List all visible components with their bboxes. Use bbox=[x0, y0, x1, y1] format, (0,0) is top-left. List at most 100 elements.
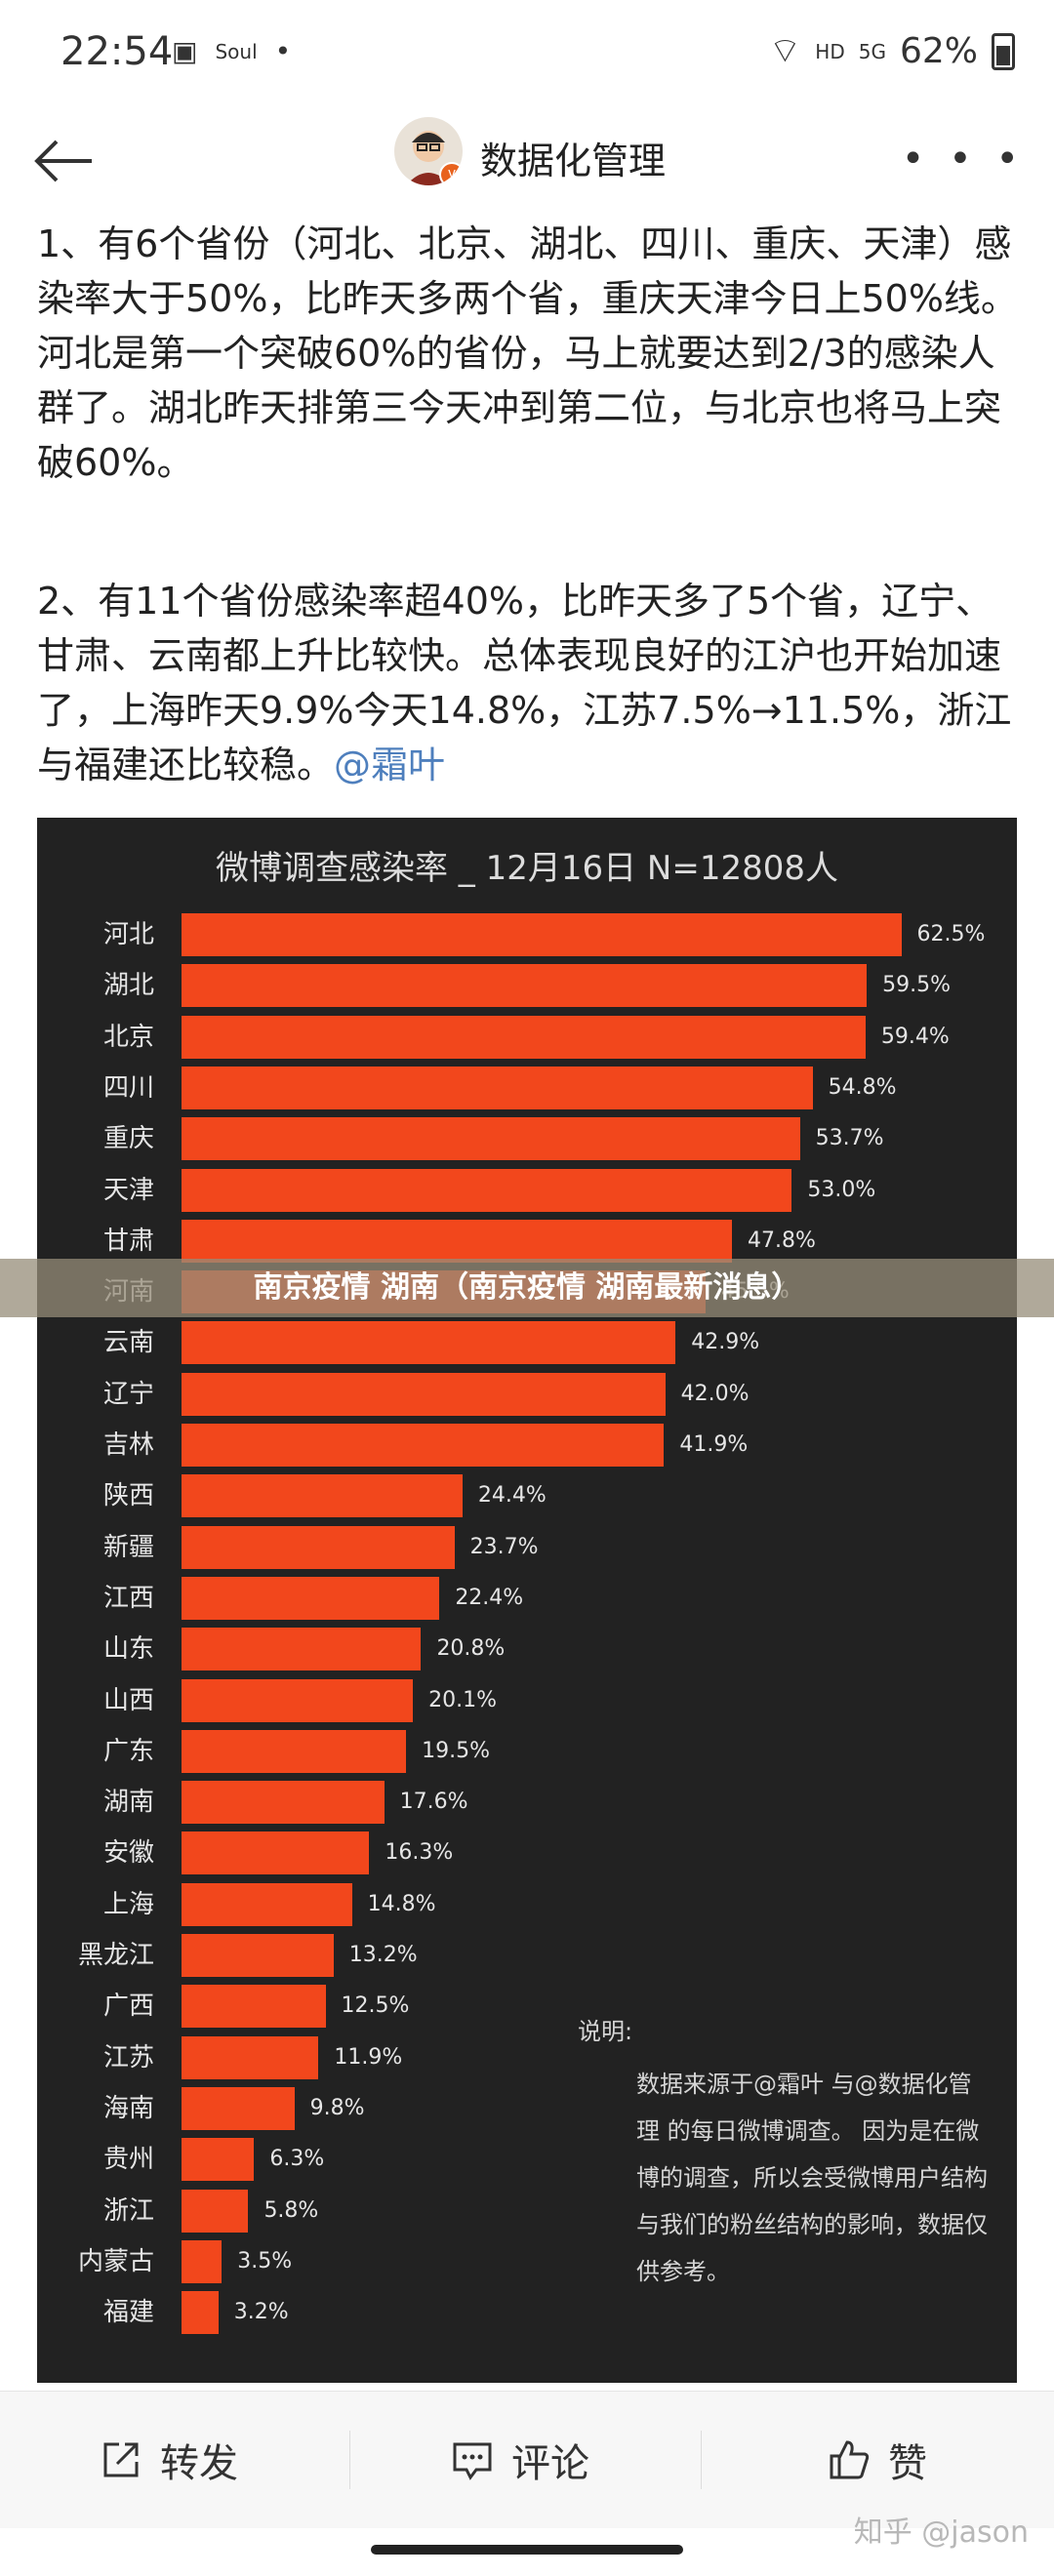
chart-row: 内蒙古 3.5% bbox=[37, 2236, 1017, 2287]
chart-value-label: 23.7% bbox=[469, 1534, 539, 1559]
share-button[interactable]: 转发 bbox=[98, 2392, 238, 2528]
chart-bar bbox=[182, 1934, 334, 1977]
chart-value-label: 62.5% bbox=[916, 922, 986, 946]
chart-value-label: 59.4% bbox=[880, 1024, 950, 1049]
mention-link[interactable]: @霜叶 bbox=[334, 744, 446, 786]
chart-bar bbox=[182, 913, 902, 956]
chart-value-label: 3.2% bbox=[233, 2300, 289, 2325]
chart-row: 辽宁 42.0% bbox=[37, 1369, 1017, 1420]
chart-bar bbox=[182, 1424, 665, 1467]
chart-row: 北京 59.4% bbox=[37, 1012, 1017, 1063]
chart-value-label: 54.8% bbox=[828, 1074, 897, 1100]
thumbs-up-icon bbox=[830, 2440, 870, 2479]
chart-bar bbox=[182, 1985, 326, 2029]
chart-category-label: 内蒙古 bbox=[77, 2246, 154, 2276]
page-title[interactable]: 数据化管理 bbox=[480, 140, 667, 182]
banner-text: 南京疫情 湖南（南京疫情 湖南最新消息） bbox=[253, 1270, 801, 1305]
gallery-icon: ▣ bbox=[172, 35, 198, 67]
chart-category-label: 福建 bbox=[102, 2298, 154, 2328]
chart-value-label: 20.8% bbox=[436, 1636, 506, 1662]
share-icon bbox=[103, 2442, 139, 2477]
watermark: 知乎 @jason bbox=[853, 2516, 1029, 2550]
avatar-face-icon bbox=[406, 131, 451, 185]
chart-bar bbox=[182, 964, 868, 1008]
chart-row: 黑龙江 13.2% bbox=[37, 1930, 1017, 1981]
chart-category-label: 陕西 bbox=[102, 1481, 154, 1511]
chart-bar bbox=[182, 1525, 455, 1569]
chart-category-label: 贵州 bbox=[102, 2145, 154, 2175]
chart-value-label: 53.7% bbox=[815, 1126, 884, 1151]
chart-category-label: 湖南 bbox=[102, 1788, 154, 1818]
chart-value-label: 11.9% bbox=[334, 2044, 403, 2070]
divider bbox=[701, 2431, 702, 2489]
chart-bar bbox=[182, 1117, 800, 1161]
chart-category-label: 山东 bbox=[102, 1634, 154, 1665]
chart-bar bbox=[182, 2189, 249, 2233]
signal-label: 5G bbox=[858, 39, 886, 63]
chart-row: 河北 62.5% bbox=[37, 909, 1017, 960]
chart-bar bbox=[182, 1015, 866, 1059]
chart-bar bbox=[182, 2086, 295, 2130]
chart-row: 重庆 53.7% bbox=[37, 1113, 1017, 1164]
chart-row: 陕西 24.4% bbox=[37, 1470, 1017, 1521]
article-paragraph-2: 2、有11个省份感染率超40%，比昨天多了5个省，辽宁、甘肃、云南都上升比较快。… bbox=[37, 574, 1023, 792]
chart-row: 湖北 59.5% bbox=[37, 960, 1017, 1011]
chart-category-label: 四川 bbox=[102, 1072, 154, 1103]
chart-value-label: 42.0% bbox=[680, 1381, 750, 1406]
chart-category-label: 广东 bbox=[102, 1736, 154, 1766]
like-button[interactable]: 赞 bbox=[826, 2392, 927, 2528]
chart-row: 广东 19.5% bbox=[37, 1726, 1017, 1777]
share-label: 转发 bbox=[160, 2441, 238, 2486]
avatar[interactable]: v bbox=[394, 117, 463, 185]
chart-value-label: 3.5% bbox=[237, 2248, 293, 2274]
chart-value-label: 12.5% bbox=[341, 1993, 410, 2019]
chart-category-label: 上海 bbox=[102, 1889, 154, 1919]
chart-bar bbox=[182, 1168, 792, 1212]
chart-value-label: 14.8% bbox=[367, 1891, 436, 1916]
chart-category-label: 江苏 bbox=[102, 2042, 154, 2073]
like-label: 赞 bbox=[888, 2441, 927, 2486]
comment-button[interactable]: 评论 bbox=[449, 2392, 589, 2528]
chart-category-label: 甘肃 bbox=[102, 1226, 154, 1256]
chart-category-label: 新疆 bbox=[102, 1532, 154, 1562]
chart-value-label: 20.1% bbox=[428, 1687, 498, 1712]
chart-note: 说明: 数据来源于@霜叶 与@数据化管理 的每日微博调查。 因为是在微博的调查，… bbox=[578, 2008, 988, 2295]
chart-value-label: 9.8% bbox=[309, 2095, 365, 2120]
divider bbox=[349, 2431, 350, 2489]
more-options-icon[interactable]: • • • bbox=[901, 137, 1025, 181]
chart-bar bbox=[182, 2239, 223, 2283]
chart-row: 山东 20.8% bbox=[37, 1624, 1017, 1674]
chart-bar bbox=[182, 1321, 676, 1365]
home-indicator[interactable] bbox=[371, 2545, 683, 2555]
paragraph-2-text: 2、有11个省份感染率超40%，比昨天多了5个省，辽宁、甘肃、云南都上升比较快。… bbox=[37, 580, 1012, 786]
net-type: HD bbox=[815, 39, 845, 63]
soul-app-icon: Soul bbox=[215, 39, 258, 63]
chart-row: 广西 12.5% bbox=[37, 1981, 1017, 2032]
chart-bar bbox=[182, 1628, 422, 1671]
chart-bar bbox=[182, 1831, 370, 1875]
chart-bar bbox=[182, 2035, 319, 2079]
back-button[interactable] bbox=[29, 127, 98, 195]
chart-value-label: 59.5% bbox=[882, 973, 951, 998]
wifi-icon: ⌔ bbox=[768, 31, 802, 71]
chart-category-label: 广西 bbox=[102, 1992, 154, 2022]
chart-bar bbox=[182, 1882, 352, 1926]
chart-row: 安徽 16.3% bbox=[37, 1828, 1017, 1878]
chart-row: 浙江 5.8% bbox=[37, 2186, 1017, 2236]
article-paragraph-1: 1、有6个省份（河北、北京、湖北、四川、重庆、天津）感染率大于50%，比昨天多两… bbox=[37, 222, 1018, 484]
infection-rate-chart[interactable]: 微博调查感染率 _ 12月16日 N=12808人 河北 62.5% 湖北 59.5%… bbox=[37, 818, 1017, 2383]
chart-row: 吉林 41.9% bbox=[37, 1420, 1017, 1470]
chart-value-label: 17.6% bbox=[399, 1790, 468, 1815]
chart-row: 四川 54.8% bbox=[37, 1063, 1017, 1113]
chart-category-label: 安徽 bbox=[102, 1838, 154, 1869]
chart-category-label: 北京 bbox=[102, 1022, 154, 1052]
chart-bar bbox=[182, 1781, 385, 1825]
verified-badge-icon: v bbox=[439, 162, 463, 185]
chart-row: 天津 53.0% bbox=[37, 1165, 1017, 1216]
chart-category-label: 重庆 bbox=[102, 1124, 154, 1154]
chart-category-label: 湖北 bbox=[102, 971, 154, 1001]
chart-category-label: 浙江 bbox=[102, 2195, 154, 2226]
chart-value-label: 6.3% bbox=[269, 2147, 325, 2172]
chart-row: 上海 14.8% bbox=[37, 1879, 1017, 1930]
status-bar: 22:54 ▣ Soul • ⌔ HD 5G 62% bbox=[0, 0, 1054, 107]
